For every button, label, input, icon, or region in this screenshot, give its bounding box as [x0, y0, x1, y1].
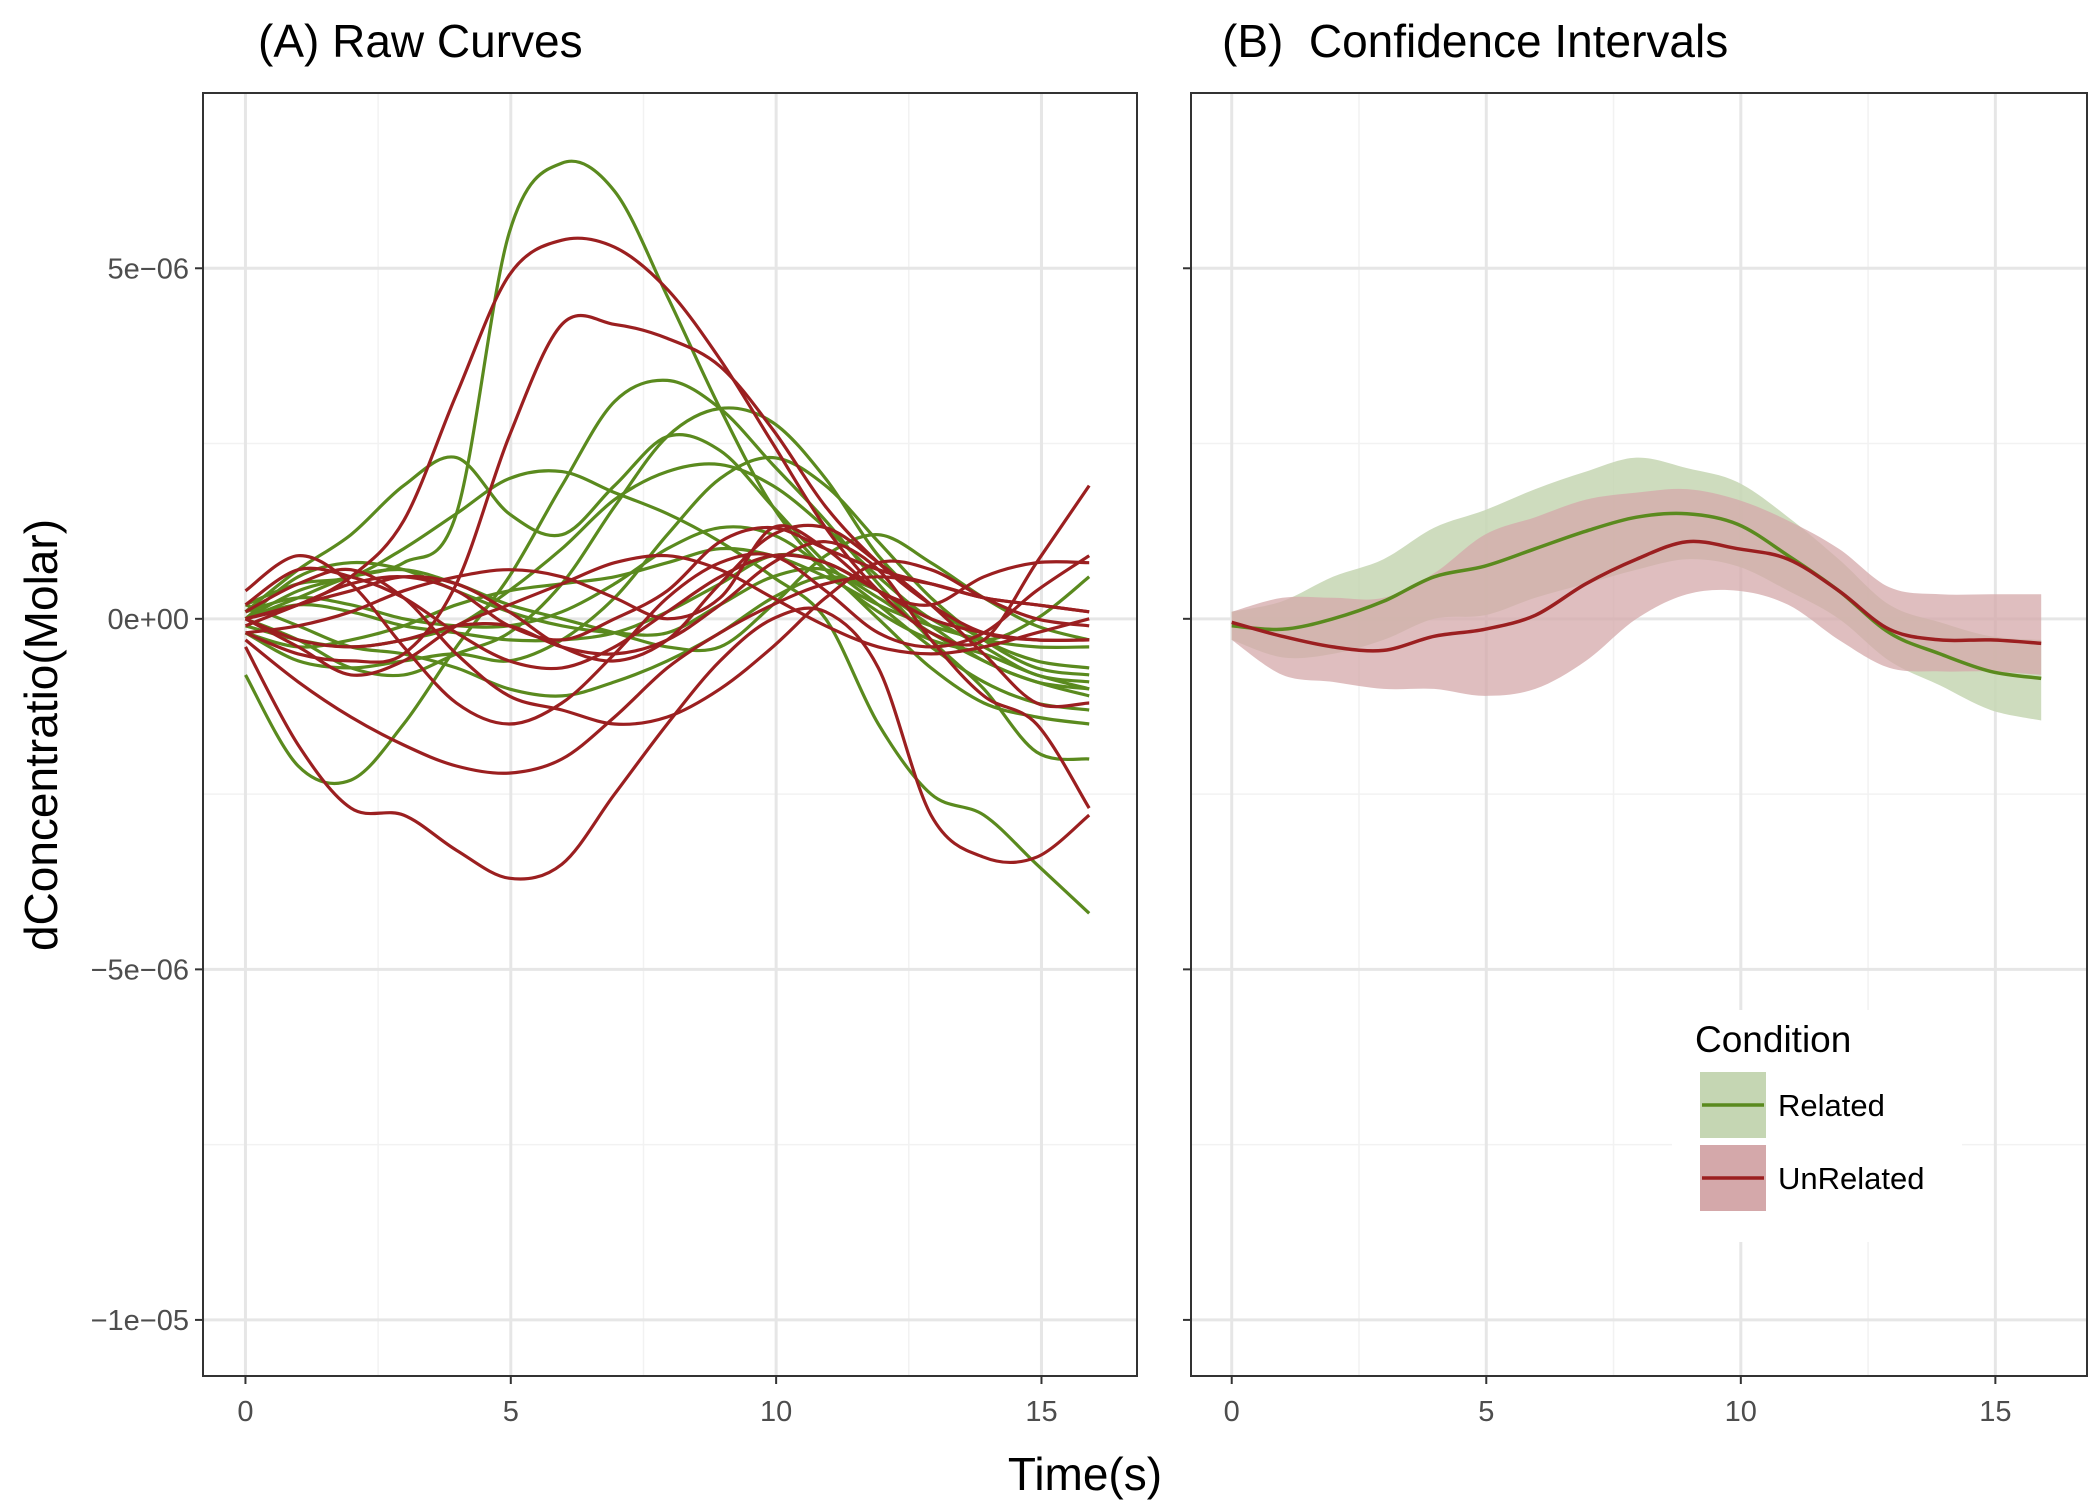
panel-a-grid: [203, 93, 1137, 1376]
curve-unrelated-24: [244, 553, 1090, 677]
curve-unrelated-22: [244, 575, 1090, 775]
curve-related-7: [244, 575, 1090, 698]
x-axis-title: Time(s): [1008, 1448, 1162, 1500]
panel-a-border: [202, 92, 1138, 1377]
panel-b-border: [1190, 92, 2088, 1377]
curve-related-12: [245, 546, 1090, 649]
legend-entry-unrelated: UnRelated: [1700, 1145, 1924, 1211]
curve-related-5: [244, 455, 1090, 677]
legend-title: Condition: [1695, 1019, 1851, 1060]
mean-line-related: [1231, 511, 2042, 681]
curve-unrelated-19: [245, 524, 1090, 635]
legend-label-unrelated: UnRelated: [1778, 1161, 1924, 1196]
panel-a-y-axis: 5e−06 0e+00 −5e−06 −1e−05: [91, 253, 203, 1337]
curve-unrelated-23: [244, 553, 1090, 671]
legend-label-related: Related: [1778, 1088, 1885, 1123]
panel-b-y-axis: [1183, 267, 1191, 1321]
panel-b-ribbons: [1231, 457, 2042, 721]
panel-a-x-tick-label: 15: [1025, 1396, 1057, 1428]
panel-b-title: (B) Confidence Intervals: [1222, 15, 1728, 67]
panel-a-x-axis: 0 5 10 15: [237, 1376, 1058, 1428]
panel-b-x-tick-label: 5: [1478, 1396, 1494, 1428]
panel-a-y-tick-label: 0e+00: [108, 604, 189, 636]
curve-unrelated-20: [244, 559, 1090, 726]
ribbon-unrelated: [1231, 488, 2042, 696]
panel-a-title: (A) Raw Curves: [258, 15, 583, 67]
panel-b-x-tick-label: 15: [1979, 1396, 2011, 1428]
panel-a-x-tick-label: 5: [503, 1396, 519, 1428]
curve-unrelated-15: [244, 552, 1091, 726]
legend: Condition Related UnRelated: [1672, 1010, 1962, 1242]
curve-related-6: [244, 533, 1090, 653]
panel-b-x-tick-label: 0: [1224, 1396, 1240, 1428]
panel-a-x-tick-label: 10: [760, 1396, 792, 1428]
curve-unrelated-17: [244, 540, 1091, 809]
panel-a: 0 5 10 15 5e−06 0e+00 −5e−06 −1e−05: [91, 92, 1138, 1428]
curve-related-11: [245, 525, 1090, 726]
panel-a-y-tick-label: −1e−05: [91, 1305, 189, 1337]
panel-a-curves: [244, 159, 1091, 915]
panel-a-background: [203, 93, 1137, 1376]
panel-a-y-tick-label: 5e−06: [108, 253, 189, 285]
curve-unrelated-16: [244, 606, 1091, 881]
curve-unrelated-13: [245, 236, 1091, 647]
curve-related-3: [244, 469, 1091, 915]
y-axis-title: dConcentratio(Molar): [15, 519, 67, 951]
panel-b-mean-lines: [1231, 511, 2042, 681]
panel-b: 0 5 10 15 Condition Related UnRelated: [1183, 92, 2088, 1428]
panel-b-x-tick-label: 10: [1725, 1396, 1757, 1428]
panel-a-y-tick-label: −5e−06: [91, 954, 189, 986]
mean-line-unrelated: [1231, 539, 2042, 653]
legend-entry-related: Related: [1700, 1072, 1885, 1138]
panel-b-x-axis: 0 5 10 15: [1224, 1376, 2011, 1428]
panel-a-x-tick-label: 0: [237, 1396, 253, 1428]
